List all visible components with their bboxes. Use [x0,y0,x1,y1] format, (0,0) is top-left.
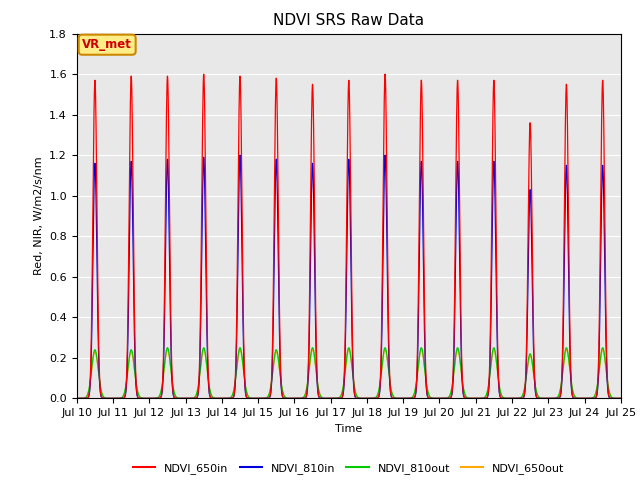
NDVI_810out [417,345,425,350]
NDVI_650in [399,396,407,401]
NDVI_810in [479,396,486,401]
NDVI_810out [427,395,435,400]
NDVI_810in [281,396,289,401]
Line: NDVI_650out: NDVI_650out [77,350,621,398]
NDVI_810out [172,393,179,399]
NDVI_650in [617,396,625,401]
NDVI_650in [520,392,528,398]
X-axis label: Time: Time [335,424,362,433]
NDVI_650out [617,396,625,401]
NDVI_810in [617,396,625,401]
NDVI_810out [399,396,407,401]
NDVI_650out [172,393,179,399]
NDVI_810out [479,396,486,401]
NDVI_650out [281,394,289,399]
Legend: NDVI_650in, NDVI_810in, NDVI_810out, NDVI_650out: NDVI_650in, NDVI_810in, NDVI_810out, NDV… [129,459,569,479]
Line: NDVI_810in: NDVI_810in [77,155,621,398]
NDVI_650in [172,396,179,401]
NDVI_650in [73,396,81,401]
Title: NDVI SRS Raw Data: NDVI SRS Raw Data [273,13,424,28]
NDVI_650in [479,396,486,401]
NDVI_810in [381,152,389,158]
NDVI_810in [73,396,81,401]
NDVI_650in [427,396,435,401]
NDVI_810out [73,396,81,401]
NDVI_810in [399,396,407,401]
NDVI_810in [172,396,179,401]
NDVI_650out [73,396,81,401]
NDVI_810in [427,396,435,401]
NDVI_810out [520,387,528,393]
Y-axis label: Red, NIR, W/m2/s/nm: Red, NIR, W/m2/s/nm [34,156,44,276]
Text: VR_met: VR_met [82,38,132,51]
NDVI_650out [427,395,435,400]
Line: NDVI_650in: NDVI_650in [77,74,621,398]
NDVI_810out [281,394,289,399]
NDVI_810out [617,396,625,401]
NDVI_650out [399,396,407,401]
NDVI_650out [479,396,486,401]
NDVI_650in [381,71,389,77]
Line: NDVI_810out: NDVI_810out [77,348,621,398]
NDVI_810in [520,393,528,399]
NDVI_650in [281,396,289,401]
NDVI_650out [520,387,528,393]
NDVI_650out [417,347,425,353]
